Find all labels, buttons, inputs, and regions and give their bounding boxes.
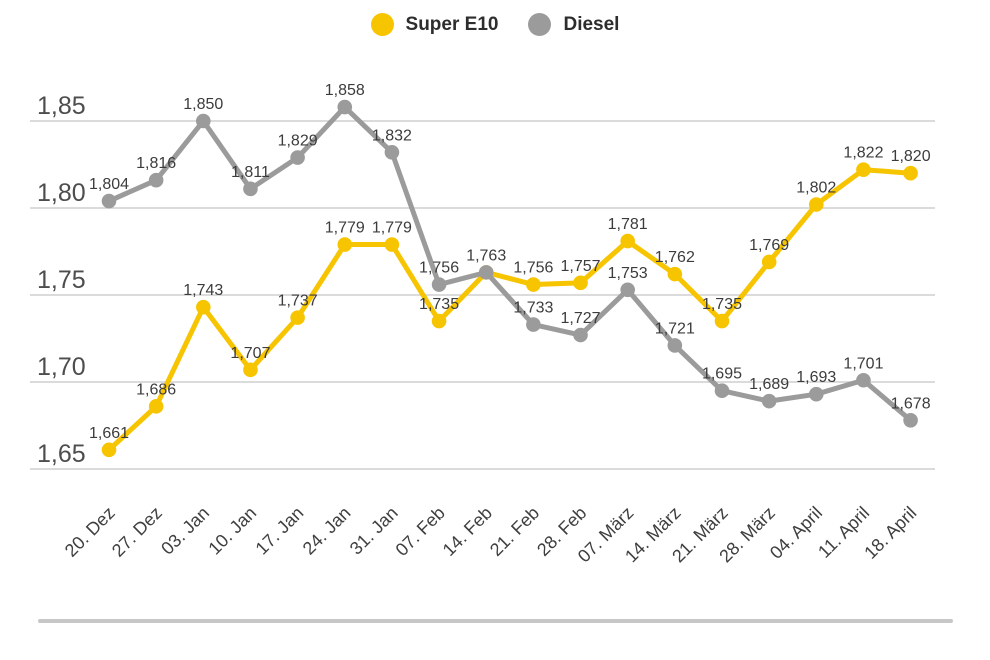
data-point-label-super-e10: 1,779 [325, 220, 365, 237]
data-point-label-super-e10: 1,686 [136, 381, 176, 398]
data-point-diesel [573, 327, 588, 343]
data-point-label-super-e10: 1,757 [561, 258, 601, 275]
data-point-super-e10 [243, 362, 258, 378]
data-point-label-super-e10: 1,802 [796, 180, 836, 197]
data-point-super-e10 [337, 237, 353, 252]
data-point-super-e10 [196, 299, 211, 315]
data-point-super-e10 [903, 165, 918, 181]
data-point-super-e10 [856, 162, 871, 178]
series-line-diesel [106, 104, 914, 423]
x-axis-tick-label: 07. Feb [392, 503, 449, 560]
data-point-label-diesel: 1,811 [231, 164, 270, 181]
data-point-super-e10 [101, 442, 117, 458]
data-point-diesel [101, 193, 117, 209]
data-point-super-e10 [620, 233, 635, 249]
data-point-diesel [196, 113, 211, 129]
data-point-super-e10 [808, 197, 824, 212]
data-point-diesel [620, 282, 635, 298]
data-point-label-diesel: 1,695 [702, 366, 742, 383]
data-point-label-super-e10: 1,822 [843, 145, 883, 162]
data-point-diesel [903, 412, 918, 428]
data-point-diesel [714, 383, 730, 399]
data-point-super-e10 [526, 277, 541, 292]
data-point-super-e10 [714, 313, 730, 329]
data-point-super-e10 [667, 266, 683, 282]
data-point-super-e10 [290, 310, 305, 325]
data-point-label-super-e10: 1,661 [89, 425, 129, 442]
legend-item-diesel: Diesel [528, 13, 619, 36]
data-point-super-e10 [431, 313, 447, 329]
data-point-diesel [290, 150, 305, 165]
data-point-diesel [526, 317, 541, 332]
data-point-label-super-e10: 1,707 [230, 345, 270, 362]
y-axis-tick-label: 1,80 [37, 179, 86, 207]
data-point-label-diesel: 1,727 [561, 310, 601, 327]
data-point-diesel [384, 145, 400, 160]
data-point-diesel [148, 172, 164, 188]
data-point-label-super-e10: 1,735 [702, 296, 742, 313]
data-point-label-diesel: 1,858 [325, 82, 365, 99]
data-point-label-diesel: 1,850 [183, 96, 223, 113]
chart-legend: Super E10 Diesel [0, 13, 990, 36]
data-point-label-diesel: 1,832 [372, 127, 412, 144]
x-axis-tick-label: 20. Dez [61, 503, 119, 561]
x-axis-tick-label: 21. Feb [486, 503, 543, 560]
legend-label-diesel: Diesel [563, 14, 620, 35]
data-point-label-super-e10: 1,781 [608, 216, 648, 233]
data-point-label-diesel: 1,763 [466, 247, 506, 264]
data-point-label-diesel: 1,733 [513, 300, 553, 317]
y-axis-tick-label: 1,85 [37, 92, 86, 120]
data-point-label-super-e10: 1,779 [372, 220, 412, 237]
diesel-marker-icon [528, 13, 552, 36]
legend-label-super-e10: Super E10 [405, 14, 499, 35]
data-point-label-super-e10: 1,743 [183, 282, 223, 299]
data-point-label-diesel: 1,689 [749, 376, 789, 393]
data-point-super-e10 [573, 275, 588, 291]
data-point-label-super-e10: 1,737 [278, 293, 318, 310]
data-point-diesel [856, 372, 871, 388]
data-point-label-super-e10: 1,756 [513, 260, 553, 277]
data-point-label-diesel: 1,816 [136, 155, 176, 172]
data-point-super-e10 [761, 254, 777, 270]
data-point-label-super-e10: 1,735 [419, 296, 459, 313]
data-point-label-diesel: 1,756 [419, 260, 459, 277]
data-point-super-e10 [384, 237, 400, 252]
x-axis-tick-label: 27. Dez [108, 503, 166, 561]
data-point-label-diesel: 1,693 [796, 369, 836, 386]
x-axis-tick-label: 24. Jan [299, 503, 355, 559]
x-axis-tick-label: 04. April [766, 503, 826, 563]
x-axis-tick-label: 18. April [860, 503, 920, 563]
data-point-diesel [243, 181, 258, 197]
y-axis-tick-label: 1,65 [37, 440, 86, 468]
data-point-label-diesel: 1,753 [608, 265, 648, 282]
data-point-label-diesel: 1,721 [655, 320, 695, 337]
series-line-super-e10 [106, 167, 914, 453]
data-point-label-super-e10: 1,820 [891, 148, 931, 165]
data-point-label-super-e10: 1,769 [749, 237, 789, 254]
legend-item-super-e10: Super E10 [370, 13, 499, 36]
y-axis-tick-label: 1,70 [37, 353, 86, 381]
data-point-diesel [337, 99, 353, 115]
x-axis-tick-label: 03. Jan [157, 503, 213, 559]
data-point-super-e10 [148, 399, 164, 414]
data-point-label-diesel: 1,804 [89, 176, 129, 193]
data-point-diesel [761, 393, 777, 409]
data-point-label-super-e10: 1,762 [655, 249, 695, 266]
data-point-diesel [431, 277, 447, 292]
x-axis-tick-label: 17. Jan [252, 503, 308, 559]
super-e10-marker-icon [370, 13, 394, 36]
data-point-diesel [808, 386, 824, 402]
x-axis-tick-label: 31. Jan [346, 503, 402, 559]
data-point-label-diesel: 1,701 [843, 355, 883, 372]
data-point-diesel [667, 338, 683, 353]
x-axis-tick-label: 14. Feb [439, 503, 496, 560]
y-axis-tick-label: 1,75 [37, 266, 86, 294]
x-axis-tick-label: 10. Jan [204, 503, 260, 559]
data-point-label-diesel: 1,829 [278, 133, 318, 150]
data-point-label-diesel: 1,678 [891, 395, 931, 412]
data-point-diesel [478, 265, 494, 280]
